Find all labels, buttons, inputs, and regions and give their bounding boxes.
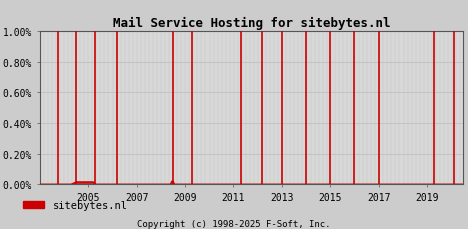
Text: Copyright (c) 1998-2025 F-Soft, Inc.: Copyright (c) 1998-2025 F-Soft, Inc. [137,219,331,228]
Legend: sitebytes.nl: sitebytes.nl [19,196,132,215]
Title: Mail Service Hosting for sitebytes.nl: Mail Service Hosting for sitebytes.nl [113,16,390,30]
